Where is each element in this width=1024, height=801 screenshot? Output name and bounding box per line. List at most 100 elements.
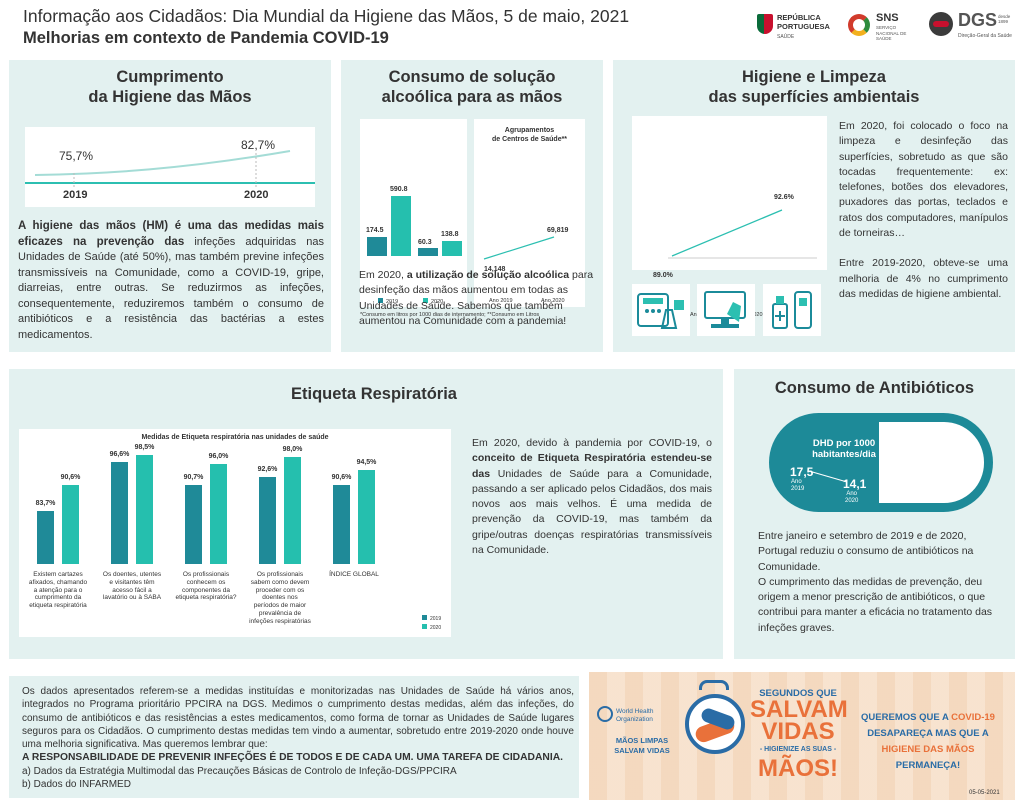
bar-value-label: 90,6% bbox=[331, 474, 352, 482]
hand-hygiene-panel: Cumprimento da Higiene das Mãos 75,7% 82… bbox=[9, 60, 331, 352]
source-b: b) Dados do INFARMED bbox=[22, 779, 131, 791]
bar-value-label: 98,5% bbox=[134, 443, 155, 451]
antibiotics-text: Entre janeiro e setembro de 2019 e de 20… bbox=[758, 529, 1004, 636]
category-label: Os profissionais sabem como devem proced… bbox=[249, 571, 311, 625]
who-emblem-icon bbox=[597, 706, 613, 722]
bar-label: 138.8 bbox=[441, 231, 459, 238]
alcohol-line-chart: Agrupamentos de Centros de Saúde** 69,81… bbox=[474, 119, 585, 307]
pill-title: DHD por 1000 habitantes/dia bbox=[812, 438, 876, 460]
bar-2019-b bbox=[418, 248, 438, 256]
surfaces-title: Higiene e Limpeza das superfícies ambien… bbox=[613, 67, 1015, 107]
hand-hygiene-line-chart bbox=[25, 150, 315, 187]
bar-value-label: 96,0% bbox=[208, 453, 229, 461]
hands-circle-icon bbox=[685, 694, 745, 754]
republica-emblem-icon bbox=[757, 14, 773, 34]
bar-value-label: 90,6% bbox=[60, 474, 81, 482]
line-start-value: 14,148 bbox=[484, 266, 506, 273]
bar-value-label: 98,0% bbox=[282, 445, 303, 453]
bar-2020-4 bbox=[358, 470, 375, 564]
line-end-value: 69,819 bbox=[547, 227, 569, 234]
alcohol-title: Consumo de solução alcoólica para as mão… bbox=[341, 67, 603, 107]
pill-inner-white bbox=[879, 422, 984, 503]
dgs-sub: Direção-Geral da Saúde bbox=[958, 33, 1012, 39]
legend-2019: 2019 bbox=[378, 298, 398, 305]
lbl-2019: Ano 2019 bbox=[791, 479, 805, 492]
banner-faces-bg bbox=[589, 672, 1015, 800]
category-label: ÍNDICE GLOBAL bbox=[329, 571, 379, 578]
bar-area: 83,7% 90,6% Existem cartazes afixados, cha… bbox=[19, 429, 451, 637]
year-2019: 2019 bbox=[63, 189, 88, 201]
title-line: da Higiene das Mãos bbox=[88, 88, 252, 106]
republica-text: REPÚBLICA PORTUGUESA bbox=[777, 13, 830, 31]
legend-2020: 2020 bbox=[422, 624, 441, 631]
bar-2019-a bbox=[367, 237, 387, 256]
title-line: das superfícies ambientais bbox=[708, 88, 920, 106]
pill-graphic: DHD por 1000 habitantes/dia 17,5 Ano 201… bbox=[769, 413, 993, 512]
line-chart-title: Agrupamentos de Centros de Saúde** bbox=[491, 127, 568, 143]
category-label: Os doentes, utentes e visitantes têm ace… bbox=[102, 571, 162, 602]
pill-trend-svg bbox=[808, 470, 848, 483]
dgs-text: DGS bbox=[958, 10, 998, 30]
title-line: Cumprimento bbox=[116, 68, 224, 86]
faucet-icon bbox=[699, 680, 729, 690]
alcohol-paragraph: Em 2020, a utilização de solução alcoóli… bbox=[359, 269, 594, 327]
year-2020: 2020 bbox=[244, 189, 269, 201]
phone-hand-icon bbox=[632, 284, 690, 336]
republica-sub: SAÚDE bbox=[777, 34, 795, 40]
bar-2020-1 bbox=[136, 454, 153, 564]
antibiotics-text-2: O cumprimento das medidas de prevenção, … bbox=[758, 575, 993, 634]
surfaces-text-1: Em 2020, foi colocado o foco na limpeza … bbox=[839, 120, 1008, 240]
category-label: Existem cartazes afixados, chamando a at… bbox=[28, 571, 88, 610]
bar-2020-2 bbox=[210, 464, 227, 564]
alcohol-trend-line bbox=[483, 236, 555, 260]
footer-paragraph: Os dados apresentados referem-se a medid… bbox=[22, 686, 574, 751]
surfaces-val-end: 92.6% bbox=[774, 194, 794, 201]
trend-line bbox=[34, 150, 291, 176]
bar-value-label: 90,7% bbox=[183, 473, 204, 481]
antibiotics-title: Consumo de Antibióticos bbox=[774, 379, 975, 397]
header: Informação aos Cidadãos: Dia Mundial da … bbox=[23, 6, 723, 48]
bar-value-label: 94,5% bbox=[356, 459, 377, 467]
hand-hygiene-text: A higiene das mãos (HM) é uma das medida… bbox=[18, 219, 324, 343]
surfaces-line-svg bbox=[668, 209, 817, 259]
sanitizer-icon bbox=[763, 284, 821, 336]
title-line: Consumo de solução bbox=[388, 68, 556, 86]
bar-2020-a bbox=[391, 196, 411, 256]
alcohol-bar-chart: 174.5 590.8 60.3 138.8 2019 2020 bbox=[360, 119, 467, 307]
sns-sub: SERVIÇO NACIONAL DE SAÚDE bbox=[876, 25, 907, 41]
footer-text: Os dados apresentados referem-se a medid… bbox=[22, 685, 574, 791]
bar-value-label: 92,6% bbox=[257, 466, 278, 474]
antibiotics-panel: Consumo de Antibióticos DHD por 1000 hab… bbox=[734, 369, 1015, 659]
legend-2019: 2019 bbox=[422, 615, 441, 622]
bar-label: 590.8 bbox=[390, 186, 408, 193]
maos-text: MÃOS! bbox=[758, 755, 838, 782]
bar-2019-0 bbox=[37, 511, 54, 564]
hand-hygiene-title: Cumprimento da Higiene das Mãos bbox=[9, 67, 331, 107]
lbl-2020: Ano 2020 bbox=[845, 491, 859, 504]
bar-value-label: 96,6% bbox=[109, 451, 130, 459]
chart-title: Medidas de Etiqueta respiratória nas uni… bbox=[141, 434, 329, 441]
respiratory-text: Em 2020, devido à pandemia por COVID-19,… bbox=[472, 437, 712, 557]
value-2020: 82,7% bbox=[241, 138, 276, 152]
title-line: Higiene e Limpeza bbox=[742, 68, 886, 86]
dgs-emblem-icon bbox=[929, 12, 953, 36]
respiratory-chart: Medidas de Etiqueta respiratória nas uni… bbox=[19, 429, 451, 637]
page-title: Informação aos Cidadãos: Dia Mundial da … bbox=[23, 6, 630, 26]
footer-panel: Os dados apresentados referem-se a medid… bbox=[9, 676, 579, 798]
dgs-desde: desde 1899 bbox=[998, 14, 1011, 24]
footer-bold: A RESPONSABILIDADE DE PREVENIR INFEÇÕES … bbox=[22, 752, 564, 764]
alcohol-footnote: *Consumo em litros por 1000 dias de inte… bbox=[360, 312, 540, 318]
bar-label: 174.5 bbox=[366, 227, 384, 234]
surfaces-val-start: 89.0% bbox=[653, 272, 673, 279]
banner-date: 05-05-2021 bbox=[969, 790, 1000, 796]
respiratory-panel: Etiqueta Respiratória Medidas de Etiquet… bbox=[9, 369, 723, 659]
salvam-text: SALVAM bbox=[750, 696, 848, 723]
antibiotics-text-1: Entre janeiro e setembro de 2019 e de 20… bbox=[758, 530, 974, 573]
x-label: Ano 2020 bbox=[541, 298, 565, 304]
surfaces-chart: 92.6% 89.0% Ano 2019 Ano 2020 bbox=[632, 116, 827, 318]
campaign-message: QUEREMOS QUE A COVID-19 DESAPAREÇA MAS Q… bbox=[861, 712, 995, 771]
bar-label: 60.3 bbox=[418, 239, 432, 246]
surfaces-text: Em 2020, foi colocado o foco na limpeza … bbox=[839, 119, 1008, 302]
bold-text: A higiene das mãos (HM) é uma das medida… bbox=[18, 220, 324, 248]
x-label: Ano 2019 bbox=[489, 298, 513, 304]
